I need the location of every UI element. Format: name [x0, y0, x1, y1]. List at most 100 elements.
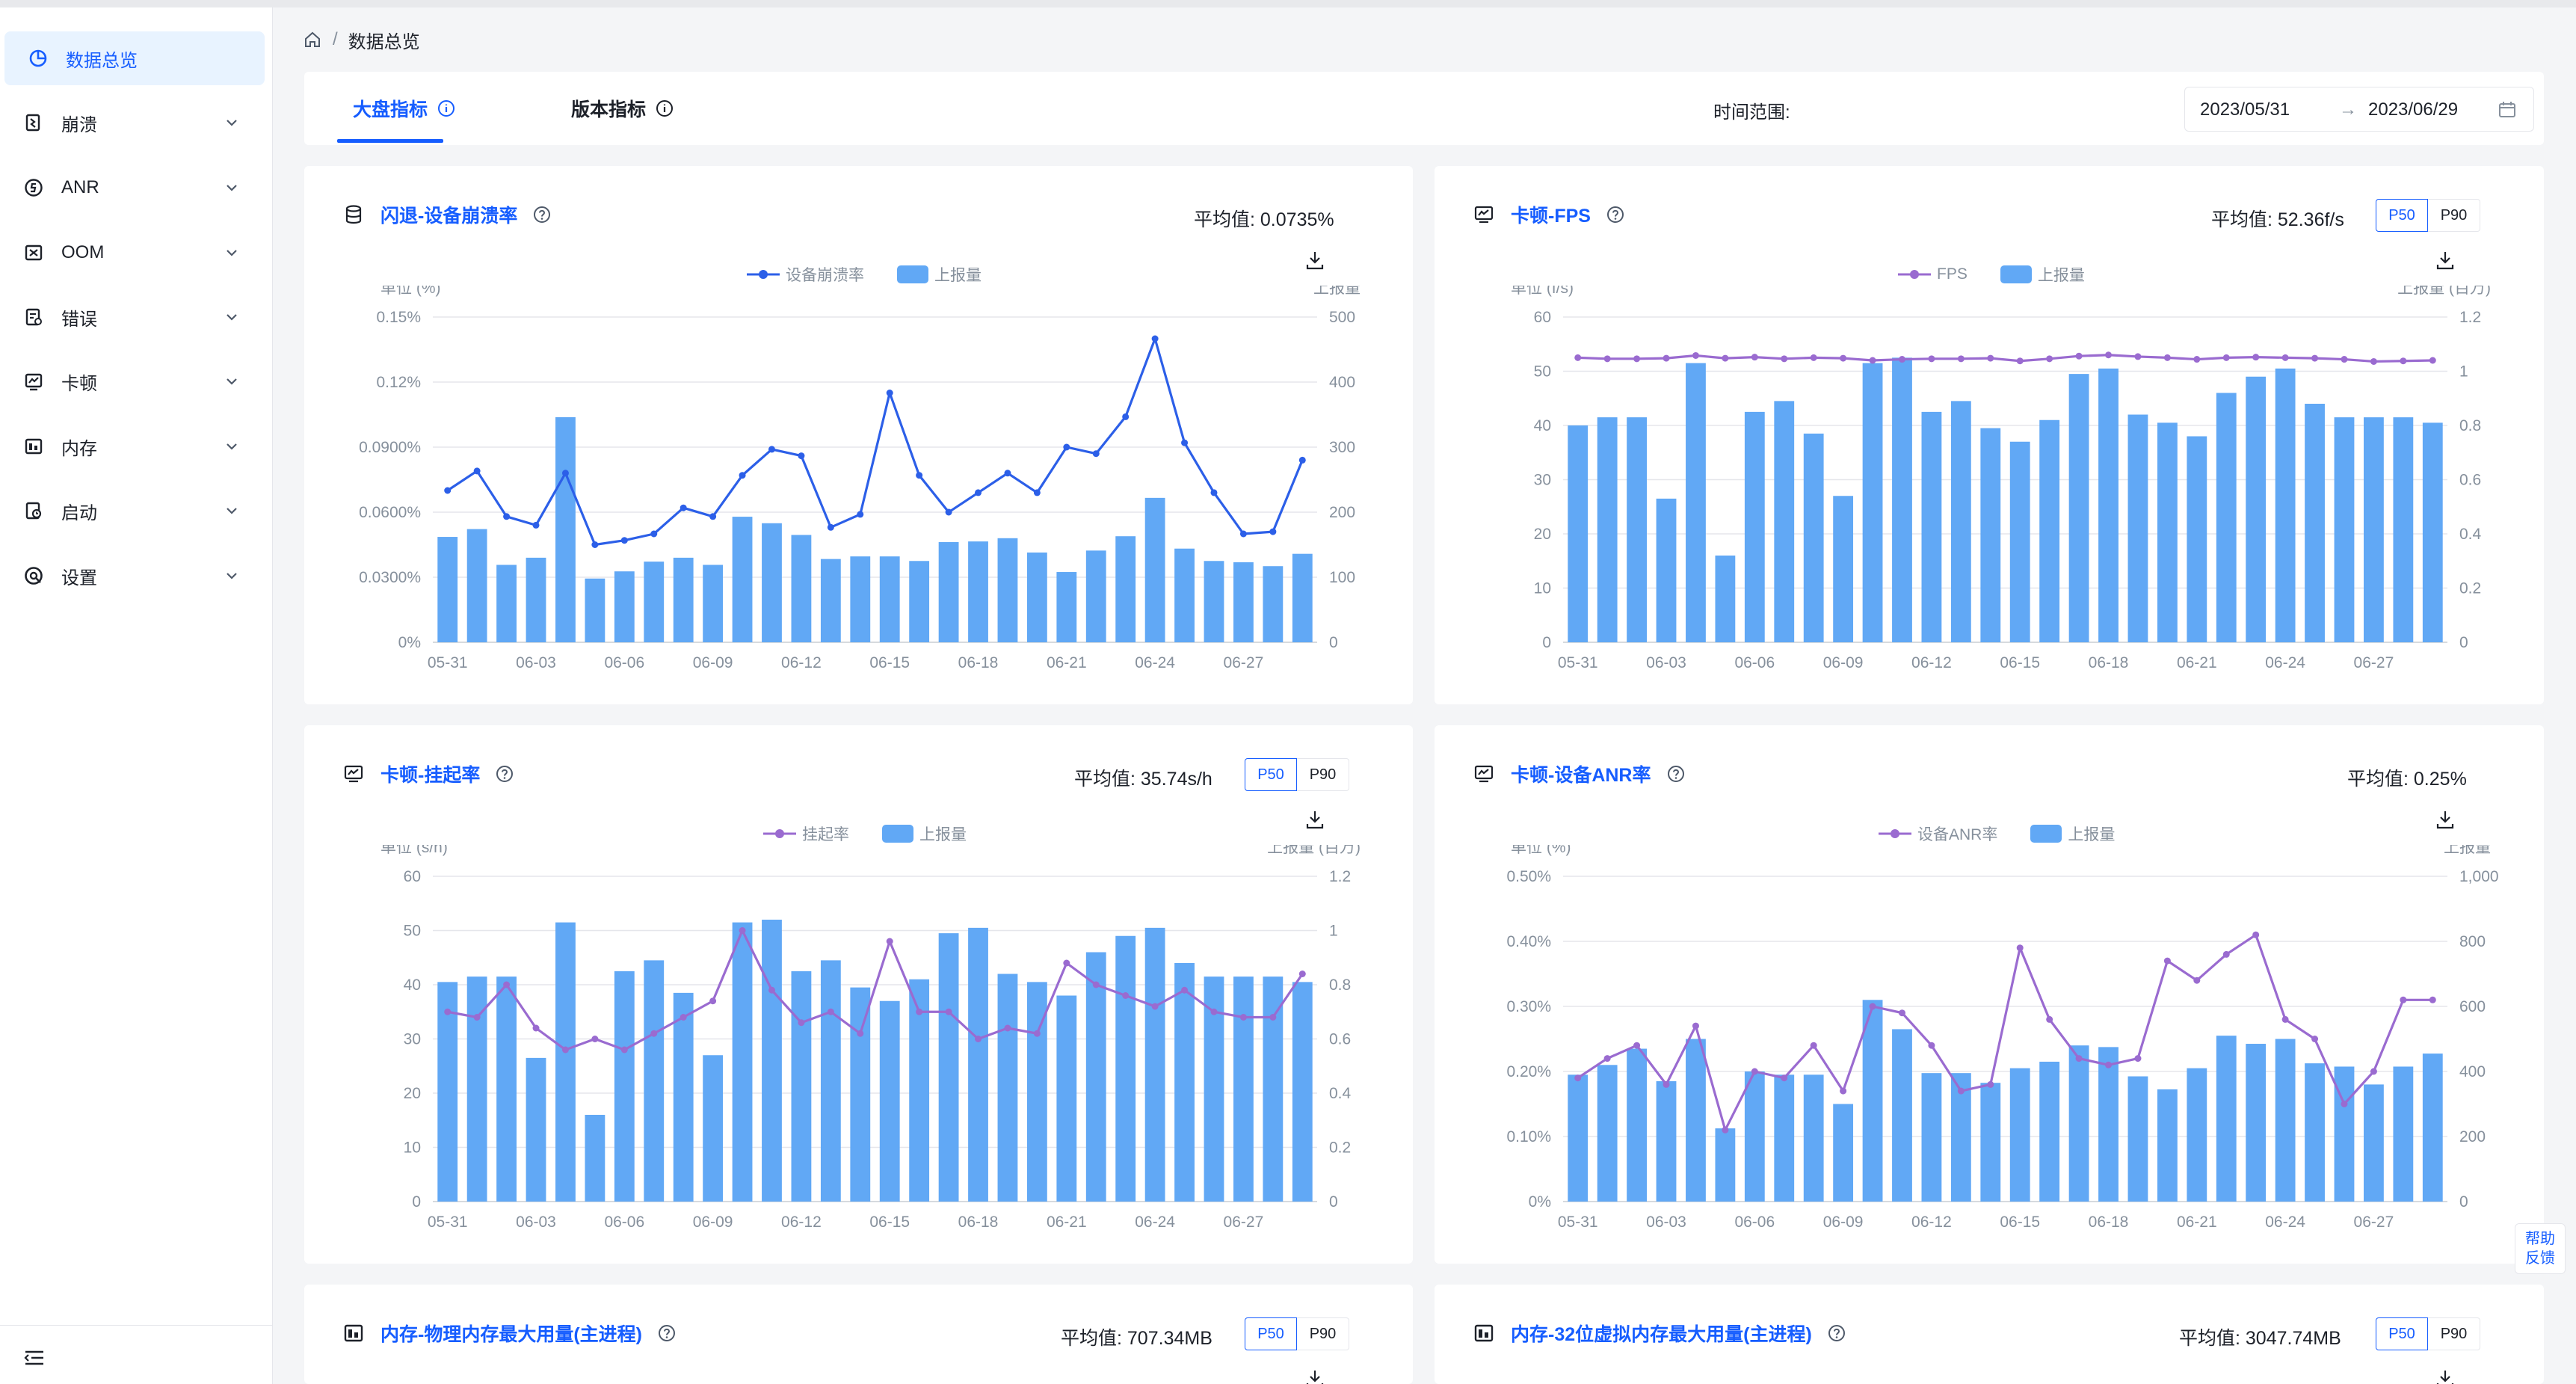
- chart-point: [1869, 1003, 1876, 1010]
- sidebar-item-label: OOM: [61, 242, 105, 262]
- chart-point: [532, 1024, 540, 1032]
- card-title-text[interactable]: 闪退-设备崩溃率: [380, 206, 518, 227]
- calendar-icon[interactable]: [2498, 100, 2517, 120]
- question-icon[interactable]: [1666, 764, 1686, 784]
- y-tick-label-right: 400: [1329, 374, 1355, 391]
- y-axis-unit-right: 上报量: [1313, 286, 1361, 297]
- sidebar-item-lag[interactable]: 卡顿: [0, 354, 263, 408]
- memory-icon: [1473, 1323, 1494, 1344]
- chart-point: [2105, 1061, 2113, 1068]
- home-icon[interactable]: [303, 30, 322, 49]
- x-tick-label: 06-18: [2089, 1214, 2129, 1231]
- download-icon[interactable]: [1304, 1367, 1326, 1384]
- chart-point: [2222, 354, 2230, 361]
- chart-point: [503, 513, 511, 520]
- chart-bar: [1026, 552, 1047, 642]
- y-tick-label-left: 0: [412, 1193, 421, 1211]
- help-feedback-button[interactable]: 帮助 反馈: [2515, 1223, 2566, 1274]
- question-icon[interactable]: [657, 1323, 677, 1343]
- chart-point: [945, 1008, 952, 1015]
- average-value: 平均值: 35.74s/h: [1074, 764, 1212, 791]
- card-title-text[interactable]: 卡顿-挂起率: [380, 765, 481, 786]
- download-icon[interactable]: [1304, 808, 1326, 831]
- p90-toggle[interactable]: P90: [1297, 1317, 1349, 1350]
- x-tick-label: 06-27: [2354, 654, 2394, 671]
- sidebar-item-anr[interactable]: ANR: [0, 161, 263, 215]
- p50-toggle[interactable]: P50: [2376, 1317, 2428, 1350]
- p50-toggle[interactable]: P50: [1245, 1317, 1297, 1350]
- y-tick-label-left: 0.30%: [1506, 998, 1551, 1015]
- card-title: 内存-32位虚拟内存最大用量(主进程): [1473, 1320, 1846, 1346]
- chart-bar: [938, 933, 959, 1202]
- x-tick-label: 05-31: [428, 1214, 468, 1231]
- y-tick-label-left: 60: [1534, 309, 1551, 326]
- legend-bar-label: 上报量: [919, 826, 967, 843]
- sidebar-item-oom[interactable]: OOM: [0, 226, 263, 280]
- chart-bar: [879, 1000, 900, 1202]
- sidebar-item-memory[interactable]: 内存: [0, 419, 263, 473]
- tab-overall-metrics[interactable]: 大盘指标: [353, 96, 456, 121]
- question-icon[interactable]: [495, 764, 514, 784]
- card-title-text[interactable]: 卡顿-设备ANR率: [1511, 765, 1651, 786]
- chart-point: [827, 523, 834, 531]
- card-title-text[interactable]: 卡顿-FPS: [1511, 206, 1591, 227]
- tabs-bar: 大盘指标 版本指标 时间范围: 2023/05/31 → 2023/06/29: [304, 72, 2544, 145]
- p90-toggle[interactable]: P90: [2428, 199, 2480, 232]
- sidebar-item-launch[interactable]: 启动: [0, 484, 263, 538]
- chart-point: [620, 537, 628, 544]
- y-tick-label-right: 0.8: [1329, 977, 1351, 994]
- legend-line-label: FPS: [1937, 265, 1968, 283]
- chart-point: [1663, 1080, 1670, 1088]
- sidebar-divider: [0, 1325, 272, 1326]
- chart-point: [2311, 1036, 2319, 1042]
- avg-number: 35.74s/h: [1140, 769, 1212, 790]
- breadcrumb-current: 数据总览: [348, 31, 420, 52]
- chart-point: [2370, 1068, 2377, 1075]
- chart-bar: [2246, 376, 2267, 642]
- question-icon[interactable]: [1606, 205, 1625, 224]
- chart-bar: [1803, 1074, 1824, 1202]
- chart-point: [1269, 1014, 1277, 1021]
- chart-point: [1122, 992, 1130, 999]
- y-tick-label-right: 200: [1329, 504, 1355, 521]
- y-axis-unit-left: 单位 (f/s): [1511, 286, 1574, 297]
- card-title-text[interactable]: 内存-32位虚拟内存最大用量(主进程): [1511, 1324, 1812, 1345]
- p50-toggle[interactable]: P50: [2376, 199, 2428, 232]
- download-icon[interactable]: [1304, 248, 1326, 272]
- chart-legend: 设备崩溃率 上报量: [747, 263, 982, 286]
- sidebar-item-overview[interactable]: 数据总览: [4, 31, 265, 85]
- card-title: 卡顿-挂起率: [343, 761, 514, 787]
- date-range-picker[interactable]: 2023/05/31 → 2023/06/29: [2184, 87, 2534, 132]
- sidebar-item-error[interactable]: 错误: [0, 290, 263, 344]
- tab-version-metrics[interactable]: 版本指标: [571, 96, 674, 121]
- chart-point: [1210, 1008, 1218, 1015]
- chart-point: [1751, 354, 1758, 361]
- sidebar-item-crash[interactable]: 崩溃: [0, 96, 263, 150]
- question-icon[interactable]: [532, 205, 552, 224]
- sidebar-item-settings[interactable]: 设置: [0, 549, 263, 603]
- question-icon[interactable]: [1827, 1323, 1846, 1343]
- sidebar-item-label: 崩溃: [61, 114, 97, 135]
- download-icon[interactable]: [2434, 1367, 2456, 1384]
- collapse-sidebar-icon[interactable]: [22, 1346, 46, 1370]
- avg-label: 平均值:: [2347, 769, 2409, 790]
- card-title-text[interactable]: 内存-物理内存最大用量(主进程): [380, 1324, 642, 1345]
- chart-bar: [2393, 1066, 2414, 1202]
- legend-line-marker: [1898, 270, 1931, 279]
- p50-toggle[interactable]: P50: [1245, 758, 1297, 791]
- chart-bar: [2216, 393, 2237, 642]
- chart-bar: [1715, 1128, 1736, 1202]
- download-icon[interactable]: [2434, 248, 2456, 272]
- avg-number: 52.36f/s: [2277, 209, 2344, 230]
- download-icon[interactable]: [2434, 808, 2456, 831]
- range-end[interactable]: 2023/06/29: [2368, 99, 2459, 120]
- average-value: 平均值: 3047.74MB: [2179, 1323, 2341, 1350]
- chart-point: [1987, 354, 1994, 362]
- p90-toggle[interactable]: P90: [2428, 1317, 2480, 1350]
- chart-bar: [2393, 417, 2414, 642]
- chart-point: [1239, 1014, 1247, 1021]
- chart-point: [2370, 357, 2377, 365]
- p90-toggle[interactable]: P90: [1297, 758, 1349, 791]
- range-start[interactable]: 2023/05/31: [2200, 99, 2290, 120]
- chart-point: [798, 452, 805, 460]
